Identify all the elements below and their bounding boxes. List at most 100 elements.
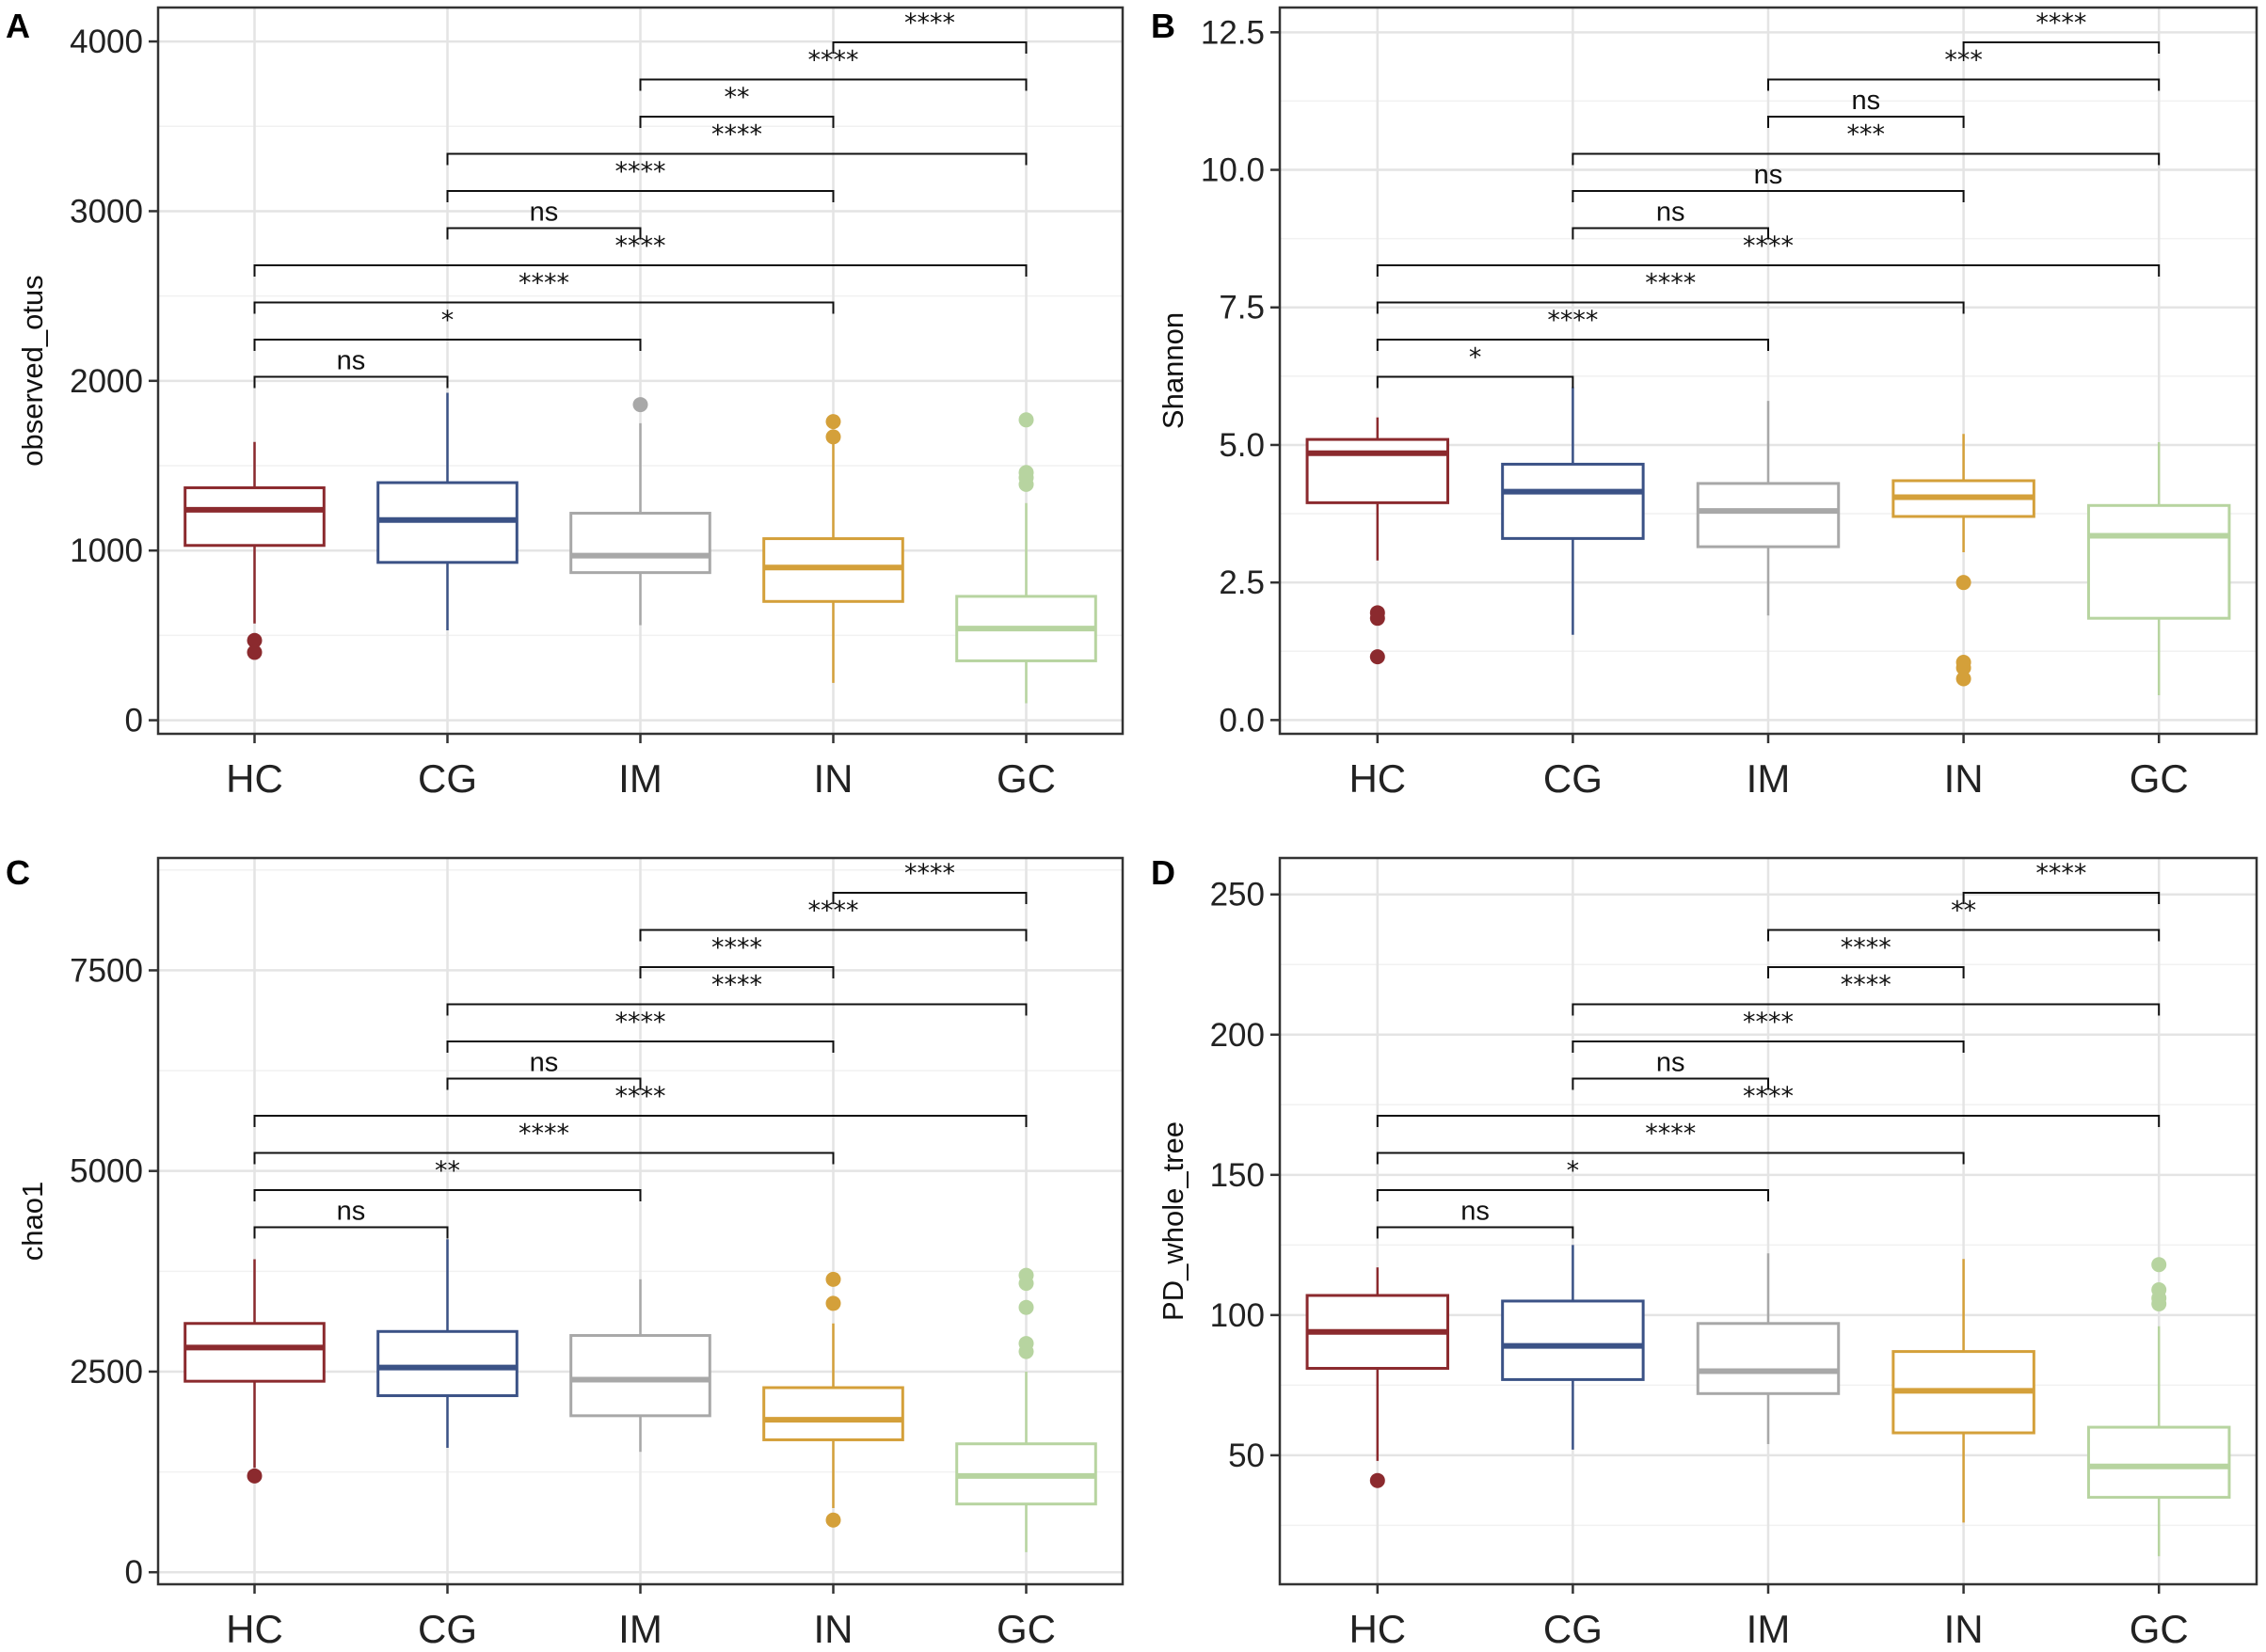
significance-label: ns bbox=[530, 198, 559, 228]
y-axis-title: observed_otus bbox=[16, 275, 49, 466]
y-tick-label: 4000 bbox=[70, 24, 143, 60]
bracket-line bbox=[1376, 1152, 1965, 1165]
bracket-CG-IM: ns bbox=[446, 1048, 642, 1090]
bracket-line bbox=[253, 264, 1028, 277]
bracket-CG-GC: *** bbox=[1572, 120, 2161, 166]
significance-label: ** bbox=[435, 1156, 460, 1185]
outlier-point bbox=[1018, 476, 1034, 492]
box-HC bbox=[184, 1259, 326, 1484]
y-tick-label: 250 bbox=[1210, 877, 1265, 913]
bracket-HC-IN: **** bbox=[1376, 1120, 1965, 1165]
box-IN bbox=[1891, 1259, 2035, 1523]
y-tick-label: 100 bbox=[1210, 1297, 1265, 1334]
significance-label: **** bbox=[2035, 8, 2086, 38]
bracket-IN-GC: **** bbox=[1962, 859, 2161, 904]
bracket-CG-IM: ns bbox=[1572, 198, 1769, 240]
panel-C: ns**********ns********************025005… bbox=[6, 853, 1125, 1651]
outlier-point bbox=[1955, 575, 1971, 591]
x-tick-label: HC bbox=[226, 1607, 283, 1651]
y-tick-label: 5.0 bbox=[1219, 427, 1265, 464]
bracket-IM-IN: **** bbox=[639, 933, 835, 978]
bracket-HC-IM: ** bbox=[253, 1156, 642, 1201]
y-tick-label: 12.5 bbox=[1201, 14, 1265, 51]
box-iqr bbox=[762, 1386, 904, 1441]
outlier-point bbox=[825, 1295, 841, 1311]
bracket-line bbox=[1376, 1115, 2161, 1127]
box-IN bbox=[762, 1271, 904, 1528]
y-tick-label: 0.0 bbox=[1219, 702, 1265, 739]
significance-label: ns bbox=[1460, 1197, 1490, 1227]
outlier-point bbox=[1369, 611, 1385, 627]
outlier-point bbox=[2151, 1257, 2167, 1273]
y-tick-label: 5000 bbox=[70, 1153, 143, 1190]
bracket-line bbox=[253, 301, 835, 314]
bracket-line bbox=[1376, 264, 2161, 277]
bracket-line bbox=[1376, 375, 1574, 389]
box-HC bbox=[1305, 1267, 1450, 1488]
x-tick-label: IM bbox=[1747, 1607, 1791, 1651]
bracket-IN-GC: **** bbox=[832, 8, 1028, 54]
panel-letter: D bbox=[1151, 853, 1175, 892]
bracket-line bbox=[1572, 227, 1769, 240]
bracket-line bbox=[253, 1152, 835, 1165]
y-tick-label: 10.0 bbox=[1201, 152, 1265, 189]
x-tick-label: IM bbox=[1747, 756, 1791, 801]
box-iqr bbox=[1501, 1299, 1645, 1381]
significance-label: **** bbox=[1645, 269, 1696, 298]
bracket-line bbox=[639, 78, 1028, 91]
box-HC bbox=[1305, 417, 1450, 665]
significance-label: ** bbox=[725, 83, 750, 112]
bracket-line bbox=[1572, 1003, 2161, 1016]
significance-label: **** bbox=[1547, 306, 1598, 335]
significance-label: ns bbox=[337, 346, 366, 376]
bracket-HC-IM: **** bbox=[1376, 306, 1769, 351]
bracket-HC-CG: * bbox=[1376, 343, 1574, 389]
x-tick-label: GC bbox=[997, 1607, 1056, 1651]
bracket-HC-IM: * bbox=[253, 306, 642, 351]
y-tick-label: 7.5 bbox=[1219, 290, 1265, 326]
bracket-line bbox=[1572, 152, 2161, 166]
y-tick-label: 2000 bbox=[70, 363, 143, 400]
outlier-point bbox=[825, 1271, 841, 1287]
x-tick-label: IM bbox=[618, 756, 662, 801]
outlier-point bbox=[825, 429, 841, 445]
bracket-HC-CG: ns bbox=[253, 346, 449, 389]
bracket-line bbox=[832, 892, 1028, 904]
box-iqr bbox=[569, 1334, 711, 1418]
bracket-line bbox=[1767, 78, 2161, 91]
significance-label: ns bbox=[530, 1048, 559, 1078]
y-axis-title: chao1 bbox=[16, 1182, 49, 1261]
significance-label: **** bbox=[1841, 971, 1891, 1000]
bracket-HC-IM: * bbox=[1376, 1156, 1769, 1201]
bracket-line bbox=[446, 190, 835, 202]
bracket-line bbox=[253, 1115, 1028, 1127]
box-GC bbox=[2086, 1257, 2231, 1557]
box-iqr bbox=[1696, 1322, 1841, 1395]
box-iqr bbox=[184, 1322, 326, 1383]
significance-label: **** bbox=[519, 269, 569, 298]
y-tick-label: 1000 bbox=[70, 532, 143, 569]
outlier-point bbox=[2151, 1295, 2167, 1311]
box-IM bbox=[1696, 1253, 1841, 1444]
bracket-line bbox=[1962, 892, 2161, 904]
box-iqr bbox=[1696, 482, 1841, 548]
box-iqr bbox=[2086, 1425, 2231, 1500]
y-axis-title: PD_whole_tree bbox=[1157, 1121, 1189, 1321]
x-tick-label: IN bbox=[814, 1607, 854, 1651]
significance-label: ns bbox=[1754, 160, 1783, 190]
bracket-line bbox=[1376, 339, 1769, 351]
x-tick-label: IN bbox=[1944, 756, 1984, 801]
bracket-line bbox=[1767, 966, 1965, 978]
panel-letter: B bbox=[1151, 7, 1175, 45]
y-tick-label: 150 bbox=[1210, 1157, 1265, 1194]
y-tick-label: 7500 bbox=[70, 952, 143, 989]
bracket-line bbox=[1767, 116, 1965, 128]
bracket-HC-IN: **** bbox=[253, 269, 835, 314]
bracket-line bbox=[446, 1040, 835, 1053]
significance-label: * bbox=[1567, 1156, 1580, 1185]
significance-label: **** bbox=[711, 971, 762, 1000]
bracket-line bbox=[639, 966, 835, 978]
box-GC bbox=[2086, 442, 2231, 696]
significance-label: **** bbox=[711, 933, 762, 962]
x-tick-label: IN bbox=[814, 756, 854, 801]
